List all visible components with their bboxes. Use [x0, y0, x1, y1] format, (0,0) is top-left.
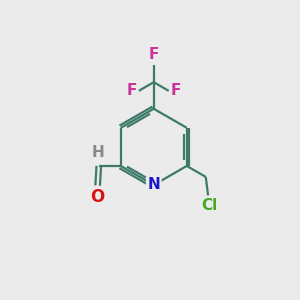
Text: F: F [171, 83, 181, 98]
Text: F: F [148, 47, 159, 62]
Text: O: O [91, 188, 105, 206]
Text: N: N [147, 178, 160, 193]
Text: Cl: Cl [201, 198, 217, 213]
Text: F: F [127, 83, 137, 98]
Text: H: H [91, 145, 104, 160]
